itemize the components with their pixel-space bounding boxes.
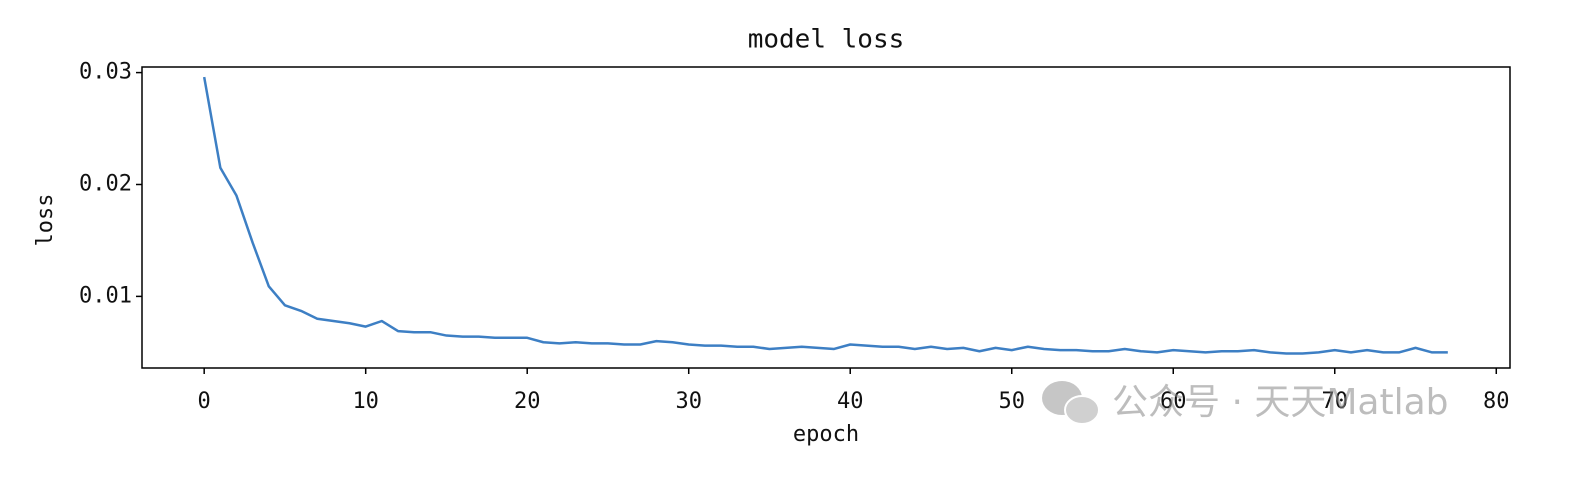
chart-title: model loss bbox=[748, 25, 905, 55]
x-tick-label: 40 bbox=[837, 389, 864, 414]
x-tick-label: 80 bbox=[1483, 389, 1510, 414]
watermark-icon bbox=[1064, 395, 1100, 425]
plot-frame bbox=[141, 66, 1511, 369]
y-tick-label: 0.01 bbox=[79, 283, 132, 308]
x-tick-label: 60 bbox=[1160, 389, 1187, 414]
x-tick-label: 0 bbox=[198, 389, 211, 414]
x-tick-label: 70 bbox=[1322, 389, 1349, 414]
x-tick-label: 10 bbox=[352, 389, 379, 414]
watermark-text: 公众号 · 天天Matlab bbox=[1112, 382, 1448, 423]
x-tick-label: 50 bbox=[998, 389, 1025, 414]
y-axis-label: loss bbox=[33, 194, 58, 247]
y-tick-label: 0.03 bbox=[79, 60, 132, 85]
x-tick-label: 30 bbox=[675, 389, 702, 414]
loss-line bbox=[202, 76, 1448, 355]
y-tick-label: 0.02 bbox=[79, 171, 132, 196]
watermark: 公众号 · 天天Matlab bbox=[1042, 381, 1448, 425]
x-tick-label: 20 bbox=[514, 389, 541, 414]
x-axis-label: epoch bbox=[793, 422, 859, 447]
